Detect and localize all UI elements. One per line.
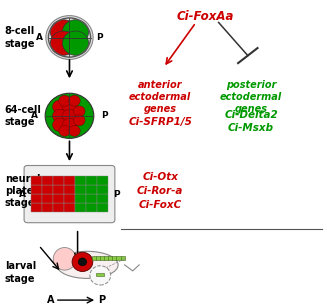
- Text: Ci-SFRP1/5: Ci-SFRP1/5: [128, 117, 192, 127]
- Bar: [92, 255, 125, 260]
- Circle shape: [62, 100, 77, 113]
- Text: A: A: [47, 295, 54, 305]
- Bar: [86, 176, 97, 185]
- Bar: [53, 203, 64, 212]
- Bar: [75, 203, 86, 212]
- Bar: [97, 176, 108, 185]
- Bar: [75, 176, 86, 185]
- Text: A: A: [19, 190, 26, 199]
- Bar: [53, 185, 64, 194]
- Bar: [86, 194, 97, 203]
- Text: Ci-Delta2
Ci-Msxb: Ci-Delta2 Ci-Msxb: [224, 110, 278, 134]
- Bar: [97, 185, 108, 194]
- Bar: [42, 185, 53, 194]
- Bar: [42, 194, 53, 203]
- Circle shape: [53, 109, 67, 122]
- Bar: [64, 176, 75, 185]
- Text: A: A: [36, 33, 43, 42]
- Bar: [30, 203, 42, 212]
- Text: P: P: [101, 111, 108, 120]
- Bar: [97, 203, 108, 212]
- Circle shape: [62, 31, 89, 55]
- Text: 64-cell
stage: 64-cell stage: [5, 105, 42, 127]
- Bar: [30, 194, 42, 203]
- Circle shape: [62, 118, 77, 131]
- Bar: [96, 273, 104, 276]
- Bar: [53, 176, 64, 185]
- Text: P: P: [113, 190, 120, 199]
- Text: P: P: [98, 295, 105, 305]
- Circle shape: [78, 258, 87, 266]
- Bar: [75, 185, 86, 194]
- Bar: [75, 194, 86, 203]
- Bar: [64, 194, 75, 203]
- Circle shape: [59, 95, 70, 106]
- Circle shape: [68, 126, 80, 136]
- Text: posterior
ectodermal
genes: posterior ectodermal genes: [220, 80, 282, 115]
- Bar: [30, 185, 42, 194]
- Circle shape: [73, 115, 85, 126]
- Bar: [97, 194, 108, 203]
- Circle shape: [90, 266, 111, 285]
- Bar: [30, 176, 42, 185]
- Text: anterior
ectodermal
genes: anterior ectodermal genes: [129, 80, 191, 115]
- Text: larval
stage: larval stage: [5, 261, 36, 284]
- Circle shape: [62, 109, 77, 122]
- Bar: [53, 194, 64, 203]
- Ellipse shape: [57, 251, 118, 278]
- Circle shape: [53, 100, 67, 113]
- Bar: [64, 203, 75, 212]
- FancyBboxPatch shape: [24, 165, 115, 223]
- Text: P: P: [96, 33, 102, 42]
- Circle shape: [46, 16, 93, 60]
- Bar: [42, 203, 53, 212]
- Bar: [86, 203, 97, 212]
- Circle shape: [50, 20, 77, 44]
- Circle shape: [72, 252, 93, 271]
- Text: 8-cell
stage: 8-cell stage: [5, 26, 35, 49]
- Ellipse shape: [53, 247, 76, 270]
- Text: Ci-Otx
Ci-Ror-a
Ci-FoxC: Ci-Otx Ci-Ror-a Ci-FoxC: [137, 172, 183, 210]
- Text: A: A: [31, 111, 38, 120]
- Text: neural
plate
stage: neural plate stage: [5, 174, 40, 208]
- Circle shape: [59, 126, 70, 136]
- Circle shape: [62, 20, 89, 44]
- Circle shape: [45, 93, 94, 138]
- Circle shape: [53, 118, 67, 131]
- Circle shape: [50, 31, 77, 55]
- Circle shape: [68, 95, 80, 106]
- Bar: [64, 185, 75, 194]
- Bar: [86, 185, 97, 194]
- Circle shape: [73, 106, 85, 117]
- Bar: [42, 176, 53, 185]
- Text: Ci-FoxAa: Ci-FoxAa: [177, 10, 234, 23]
